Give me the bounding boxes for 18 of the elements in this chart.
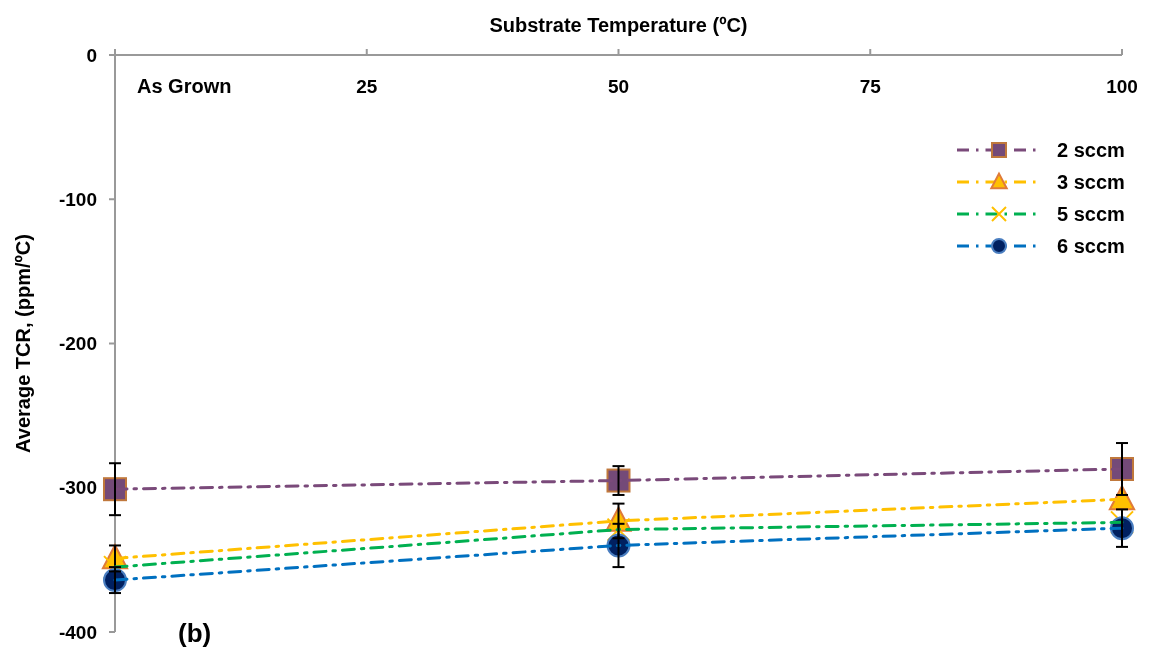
legend-label: 3 sccm xyxy=(1057,171,1125,193)
y-tick-label: -100 xyxy=(58,188,97,210)
y-tick-label: 0 xyxy=(86,44,97,66)
legend-label: 6 sccm xyxy=(1057,235,1125,257)
point xyxy=(103,477,127,502)
x-tick-label: 75 xyxy=(859,76,882,97)
y-tick-label: -300 xyxy=(58,477,97,499)
y-tick-label: -200 xyxy=(58,333,97,355)
y-axis-title: Average TCR, (ppm/ºC) xyxy=(12,234,34,453)
x-axis-title: Substrate Temperature (ºC) xyxy=(489,14,748,36)
legend-label: 5 sccm xyxy=(1057,203,1125,225)
x-tick-label: 50 xyxy=(607,76,630,97)
annotation: (b) xyxy=(178,618,212,648)
y-tick-label: -400 xyxy=(58,621,97,643)
legend-label: 2 sccm xyxy=(1057,139,1125,161)
x-tick-label: 25 xyxy=(356,76,378,97)
annotation: As Grown xyxy=(137,75,232,97)
x-tick-label: 100 xyxy=(1106,76,1138,97)
